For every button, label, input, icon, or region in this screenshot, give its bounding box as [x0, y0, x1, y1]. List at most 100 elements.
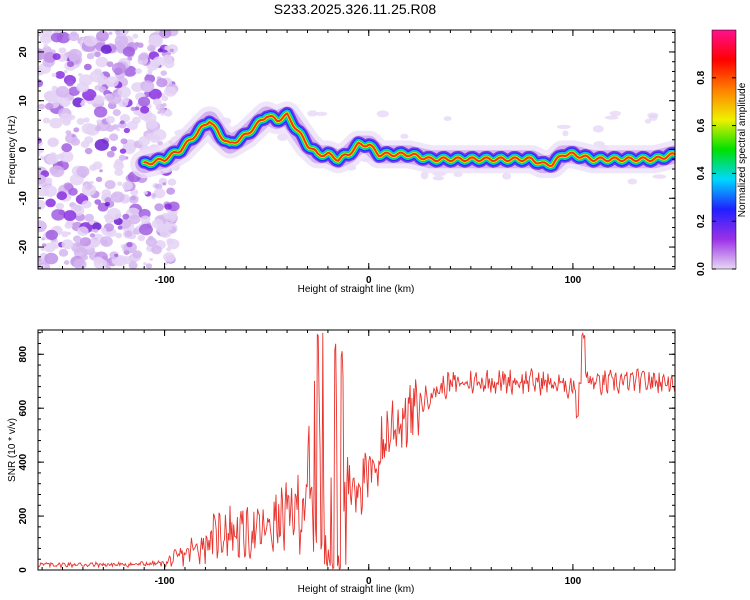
heatmap-noise-blob — [44, 177, 53, 185]
heatmap-noise-blob — [43, 185, 58, 197]
heatmap-noise-blob — [120, 138, 128, 145]
heatmap-noise-blob — [154, 203, 164, 212]
heatmap-noise-blob — [119, 148, 127, 154]
heatmap-noise-blob — [134, 110, 140, 115]
heatmap-noise-blob — [89, 233, 96, 238]
heatmap-noise-blob — [148, 34, 163, 46]
heatmap-noise-blob — [420, 171, 429, 180]
heatmap-noise-blob — [69, 114, 76, 120]
heatmap-noise-blob — [432, 175, 445, 181]
heatmap-noise-blob — [128, 214, 141, 225]
heatmap-noise-blob — [376, 110, 389, 118]
heatmap-noise-blob — [118, 154, 126, 161]
heatmap-noise-blob — [110, 191, 125, 203]
heatmap-noise-blob — [38, 220, 47, 233]
heatmap-noise-blob — [48, 137, 59, 146]
heatmap-noise-blob — [114, 30, 128, 37]
heatmap-noise-blob — [138, 96, 151, 107]
heatmap-noise-blob — [38, 31, 42, 37]
heatmap-noise-blob — [109, 251, 119, 260]
heatmap-noise-blob — [46, 153, 59, 165]
heatmap-noise-blob — [148, 235, 154, 241]
heatmap-noise-blob — [315, 111, 328, 116]
heatmap-x-tick-label: 0 — [366, 275, 372, 286]
heatmap-noise-blob — [132, 250, 143, 259]
heatmap-noise-blob — [49, 117, 63, 129]
heatmap-noise-blob — [68, 32, 80, 42]
heatmap-noise-blob — [157, 141, 164, 146]
heatmap-noise-blob — [82, 88, 97, 101]
heatmap-noise-blob — [96, 30, 109, 42]
heatmap-noise-blob — [55, 202, 65, 210]
heatmap-noise-blob — [117, 181, 123, 186]
heatmap-noise-blob — [71, 134, 76, 138]
heatmap-noise-blob — [104, 201, 110, 207]
heatmap-noise-blob — [63, 70, 68, 74]
heatmap-noise-blob — [63, 182, 73, 190]
heatmap-noise-blob — [592, 125, 604, 133]
heatmap-noise-blob — [152, 98, 162, 106]
heatmap-noise-blob — [128, 261, 138, 269]
heatmap-noise-blob — [140, 106, 150, 114]
heatmap-noise-blob — [153, 188, 166, 199]
snr-y-tick-label: 0 — [18, 567, 29, 573]
heatmap-noise-blob — [169, 48, 174, 53]
snr-x-axis-label: Height of straight line (km) — [298, 584, 415, 595]
heatmap-noise-blob — [161, 95, 169, 102]
heatmap-noise-blob — [76, 166, 90, 178]
heatmap-y-ticks: -20 -10 0 10 20 — [18, 31, 675, 268]
heatmap-noise-blob — [107, 208, 122, 220]
heatmap-noise-blob — [138, 53, 146, 61]
heatmap-noise-blob — [73, 258, 87, 269]
heatmap-noise-blob — [106, 81, 114, 88]
heatmap-x-axis-label: Height of straight line (km) — [298, 284, 415, 295]
heatmap-noise-blob — [110, 45, 116, 50]
heatmap-noise-blob — [64, 222, 73, 229]
heatmap-ridge — [130, 101, 675, 179]
heatmap-noise-blob — [76, 118, 85, 125]
snr-panel: -100 0 100 0 200 400 600 800 Height of straigh… — [7, 329, 676, 595]
heatmap-noise-blob — [58, 209, 65, 216]
heatmap-noise-blob — [114, 158, 124, 167]
heatmap-noise-blob — [51, 73, 57, 78]
snr-background — [38, 330, 675, 570]
colorbar-label: Normalized spectral amplitude — [737, 82, 748, 217]
colorbar-tick-label: 0.2 — [696, 214, 707, 228]
heatmap-noise-blob — [138, 60, 143, 65]
heatmap-noise-blob — [89, 180, 94, 185]
heatmap-noise-blob — [111, 62, 126, 75]
heatmap-noise-blob — [56, 191, 68, 201]
heatmap-noise-blob — [166, 238, 174, 245]
heatmap-noise-blob — [137, 42, 144, 48]
heatmap-noise-blob — [55, 70, 65, 79]
heatmap-noise-blob — [115, 232, 123, 239]
colorbar-gradient — [711, 29, 737, 270]
heatmap-noise-blob — [137, 234, 146, 242]
heatmap-noise-blob — [604, 115, 619, 120]
heatmap-noise-blob — [138, 223, 153, 236]
heatmap-noise-blob — [94, 86, 100, 91]
heatmap-noise-blob — [93, 106, 108, 118]
heatmap-noise-blob — [41, 30, 53, 38]
heatmap-noise-blob — [67, 48, 82, 61]
heatmap-noise-blob — [59, 151, 74, 163]
heatmap-noise-blob — [556, 124, 571, 130]
heatmap-noise-blob — [44, 102, 54, 110]
heatmap-noise-blob — [86, 52, 95, 60]
heatmap-noise-blob — [159, 30, 172, 39]
heatmap-noise-blob — [167, 178, 177, 186]
colorbar-ticks: 0.0 0.2 0.4 0.6 0.8 — [696, 70, 736, 276]
heatmap-noise-blob — [80, 254, 89, 261]
heatmap-noise-blob — [52, 53, 61, 60]
heatmap-noise-blob — [104, 197, 112, 203]
heatmap-noise-blob — [116, 128, 121, 132]
figure-title: S233.2025.326.11.25.R08 — [274, 1, 437, 17]
heatmap-noise-blob — [77, 72, 83, 77]
heatmap-noise-blob — [99, 169, 103, 173]
heatmap-noise-blob — [88, 220, 94, 225]
heatmap-noise-blob — [149, 257, 153, 261]
heatmap-noise-blob — [114, 168, 124, 176]
heatmap-noise-blob — [63, 260, 70, 265]
heatmap-noise-blob — [77, 226, 89, 237]
heatmap-noise-blob — [93, 256, 103, 265]
